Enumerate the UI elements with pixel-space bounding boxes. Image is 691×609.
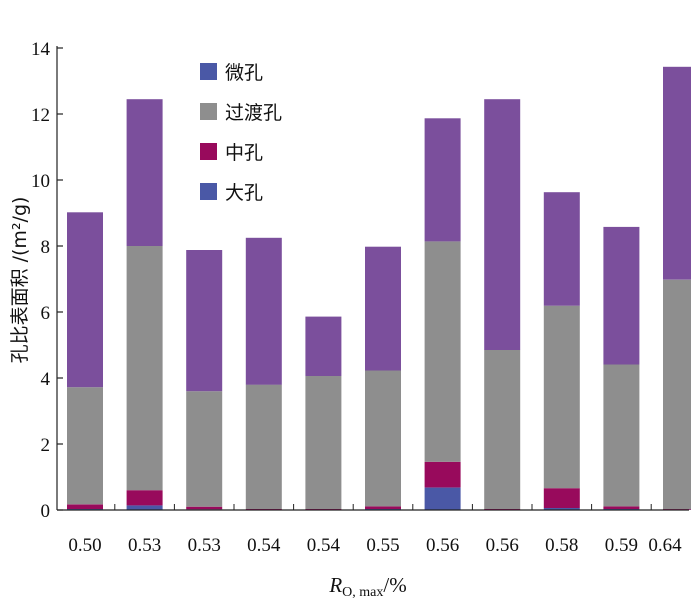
legend-label-2: 过渡孔 — [225, 102, 282, 124]
legend-swatch-2 — [200, 103, 217, 120]
legend-swatch-1 — [200, 63, 217, 80]
bar-segment-8-series-3 — [484, 349, 521, 509]
bar-segment-11-series-4 — [663, 66, 691, 280]
x-tick-label-8: 0.56 — [486, 535, 519, 556]
bar-segment-4-series-3 — [245, 384, 282, 509]
bar-segment-5-series-4 — [305, 316, 342, 376]
y-tick-label-0: 0 — [41, 501, 51, 522]
x-axis-title-main: R — [328, 573, 342, 597]
x-tick-label-3: 0.53 — [188, 535, 221, 556]
y-tick-label-7: 14 — [31, 39, 51, 60]
y-tick-label-4: 8 — [41, 237, 51, 258]
bar-segment-6-series-3 — [365, 370, 401, 507]
bar-segment-4-series-4 — [245, 237, 282, 385]
bar-segment-7-series-4 — [424, 118, 461, 242]
legend-swatch-3 — [200, 143, 217, 160]
bar-segment-9-series-1 — [543, 508, 580, 510]
y-ticks-layer: 0 2 4 6 8 10 12 14 — [31, 39, 63, 522]
bar-segment-2-series-2 — [126, 490, 163, 506]
x-axis-title: RO, max/% — [328, 573, 406, 600]
bars-layer — [67, 66, 691, 510]
bar-segment-1-series-3 — [67, 387, 103, 505]
x-ticks-layer: 0.50 0.53 0.53 0.54 0.54 0.55 0.56 0.56 0.58 0.59… — [68, 504, 682, 556]
y-tick-label-2: 4 — [41, 369, 51, 390]
bar-segment-2-series-4 — [126, 99, 163, 246]
bar-segment-1-series-4 — [67, 212, 103, 388]
bar-segment-7-series-2 — [424, 461, 461, 488]
x-tick-label-4: 0.54 — [247, 535, 281, 556]
x-tick-label-7: 0.56 — [426, 535, 459, 556]
bar-segment-3-series-2 — [186, 506, 223, 510]
y-tick-label-1: 2 — [41, 435, 51, 456]
legend-swatch-4 — [200, 183, 217, 200]
bar-segment-10-series-4 — [603, 226, 640, 365]
y-axis-title: 孔比表面积 /(m²/g) — [9, 197, 31, 364]
bar-segment-6-series-4 — [365, 246, 401, 371]
x-tick-label-2: 0.53 — [128, 535, 161, 556]
legend-label-4: 大孔 — [225, 182, 263, 204]
bar-segment-6-series-2 — [365, 506, 401, 509]
bar-segment-2-series-3 — [126, 246, 163, 491]
bar-segment-5-series-3 — [305, 376, 342, 509]
bar-segment-8-series-2 — [484, 509, 521, 510]
bar-segment-3-series-3 — [186, 391, 223, 507]
legend-label-3: 中孔 — [225, 142, 263, 164]
bar-segment-10-series-3 — [603, 364, 640, 507]
y-tick-label-3: 6 — [41, 303, 51, 324]
x-tick-label-5: 0.54 — [307, 535, 341, 556]
x-tick-label-9: 0.58 — [545, 535, 578, 556]
x-tick-label-6: 0.55 — [366, 535, 399, 556]
x-axis-title-suffix: /% — [383, 573, 406, 597]
x-tick-label-10: 0.59 — [605, 535, 638, 556]
bar-segment-5-series-2 — [305, 509, 342, 510]
bar-segment-7-series-1 — [424, 487, 461, 510]
bar-segment-7-series-3 — [424, 241, 461, 462]
bar-segment-2-series-1 — [126, 505, 163, 510]
legend-label-1: 微孔 — [225, 62, 263, 84]
bar-segment-11-series-3 — [663, 279, 691, 510]
bar-segment-9-series-3 — [543, 305, 580, 489]
axes-layer — [56, 46, 689, 511]
bar-segment-9-series-4 — [543, 192, 580, 306]
bar-segment-11-series-2 — [663, 509, 691, 510]
y-tick-label-6: 12 — [31, 105, 50, 126]
bar-segment-9-series-2 — [543, 488, 580, 508]
x-axis-title-subscript: O, max — [342, 585, 383, 600]
bar-segment-4-series-2 — [245, 509, 282, 510]
bar-segment-8-series-4 — [484, 99, 521, 350]
y-tick-label-5: 10 — [31, 171, 50, 192]
x-tick-label-1: 0.50 — [68, 535, 101, 556]
bar-segment-10-series-2 — [603, 506, 640, 509]
bar-segment-1-series-2 — [67, 504, 103, 509]
bar-segment-3-series-4 — [186, 250, 223, 392]
x-tick-label-11: 0.64 — [648, 535, 682, 556]
